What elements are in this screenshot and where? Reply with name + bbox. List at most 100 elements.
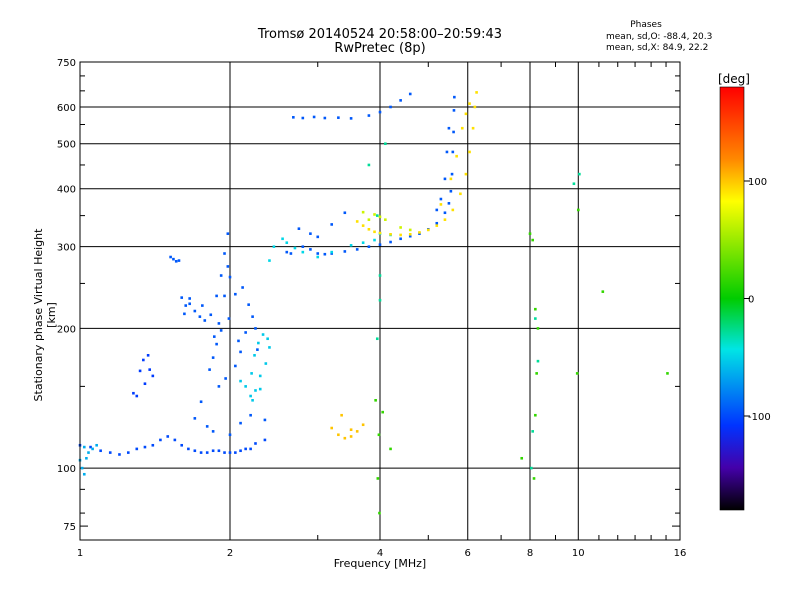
data-point	[355, 248, 359, 251]
data-point	[228, 451, 232, 454]
data-point	[309, 232, 312, 235]
data-point	[254, 442, 257, 445]
data-point	[258, 374, 262, 378]
data-point	[151, 443, 155, 447]
data-point	[183, 312, 186, 316]
data-point	[177, 259, 181, 262]
data-point	[148, 368, 152, 371]
data-point	[460, 126, 464, 130]
data-point	[172, 257, 175, 261]
data-point	[534, 307, 537, 311]
data-point	[174, 260, 178, 263]
data-point	[532, 477, 536, 480]
data-point	[99, 449, 102, 453]
data-point	[447, 202, 451, 205]
data-point	[198, 315, 202, 318]
y-tick-label: 750	[57, 58, 76, 69]
data-point	[375, 214, 379, 217]
data-point	[349, 244, 353, 247]
data-point	[452, 109, 456, 112]
data-point	[138, 369, 142, 373]
data-point	[367, 228, 371, 231]
data-point	[378, 511, 381, 515]
data-point	[449, 177, 453, 181]
data-point	[249, 447, 252, 451]
data-point	[217, 449, 221, 453]
phase-stats-o: mean, sd,O: -88.4, 20.3	[606, 32, 713, 42]
data-point	[239, 421, 242, 425]
data-point	[219, 329, 223, 332]
data-point	[266, 337, 269, 341]
data-point	[389, 105, 392, 109]
data-point	[257, 341, 260, 345]
data-point	[378, 231, 382, 235]
data-point	[199, 451, 203, 454]
data-point	[443, 177, 447, 181]
data-point	[135, 394, 139, 398]
data-point	[244, 385, 247, 388]
data-point	[435, 221, 439, 225]
data-point	[268, 259, 271, 262]
data-point	[85, 456, 88, 460]
data-point	[249, 394, 252, 398]
data-point	[572, 182, 576, 186]
data-point	[249, 413, 252, 417]
data-point	[447, 126, 451, 130]
data-point	[261, 333, 265, 336]
data-point	[435, 208, 439, 212]
data-point	[375, 337, 379, 341]
data-point	[384, 142, 387, 146]
data-point	[399, 233, 402, 237]
data-point	[143, 382, 147, 386]
data-point	[203, 319, 207, 322]
data-point	[531, 238, 534, 242]
data-point	[215, 342, 218, 346]
data-point	[355, 430, 359, 433]
data-point	[237, 339, 240, 343]
data-point	[142, 358, 145, 362]
data-point	[378, 298, 382, 302]
data-point	[193, 309, 197, 313]
data-point	[188, 302, 191, 306]
data-point	[316, 255, 320, 259]
data-point	[227, 317, 231, 320]
data-point	[301, 250, 305, 254]
data-point	[228, 433, 232, 437]
data-point	[239, 350, 242, 354]
data-point	[534, 317, 537, 320]
data-point	[95, 443, 98, 447]
data-point	[184, 304, 188, 307]
data-point	[254, 327, 257, 330]
data-point	[376, 477, 380, 480]
data-point	[169, 255, 172, 259]
data-point	[118, 453, 121, 456]
data-point	[373, 213, 376, 216]
colorbar	[719, 86, 745, 511]
data-point	[389, 447, 392, 451]
data-point	[330, 426, 334, 430]
data-point	[205, 451, 209, 454]
data-point	[367, 245, 371, 248]
data-point	[215, 294, 218, 298]
data-point	[126, 451, 130, 454]
data-point	[330, 250, 334, 254]
data-point	[439, 197, 443, 201]
data-point	[301, 116, 305, 120]
data-point	[263, 418, 267, 422]
data-point	[471, 126, 475, 130]
data-point	[253, 354, 256, 357]
data-point	[180, 443, 184, 447]
data-point	[373, 230, 376, 234]
data-point	[297, 227, 301, 230]
data-point	[361, 224, 365, 227]
data-point	[361, 241, 365, 244]
data-point	[361, 210, 365, 214]
data-point	[247, 303, 250, 306]
data-point	[399, 99, 402, 102]
data-point	[146, 354, 150, 357]
data-point	[223, 252, 226, 255]
data-point	[293, 246, 297, 250]
y-axis-label: Stationary phase Virtual Height [km]	[32, 228, 58, 402]
data-point	[408, 234, 412, 238]
data-point	[180, 296, 184, 299]
